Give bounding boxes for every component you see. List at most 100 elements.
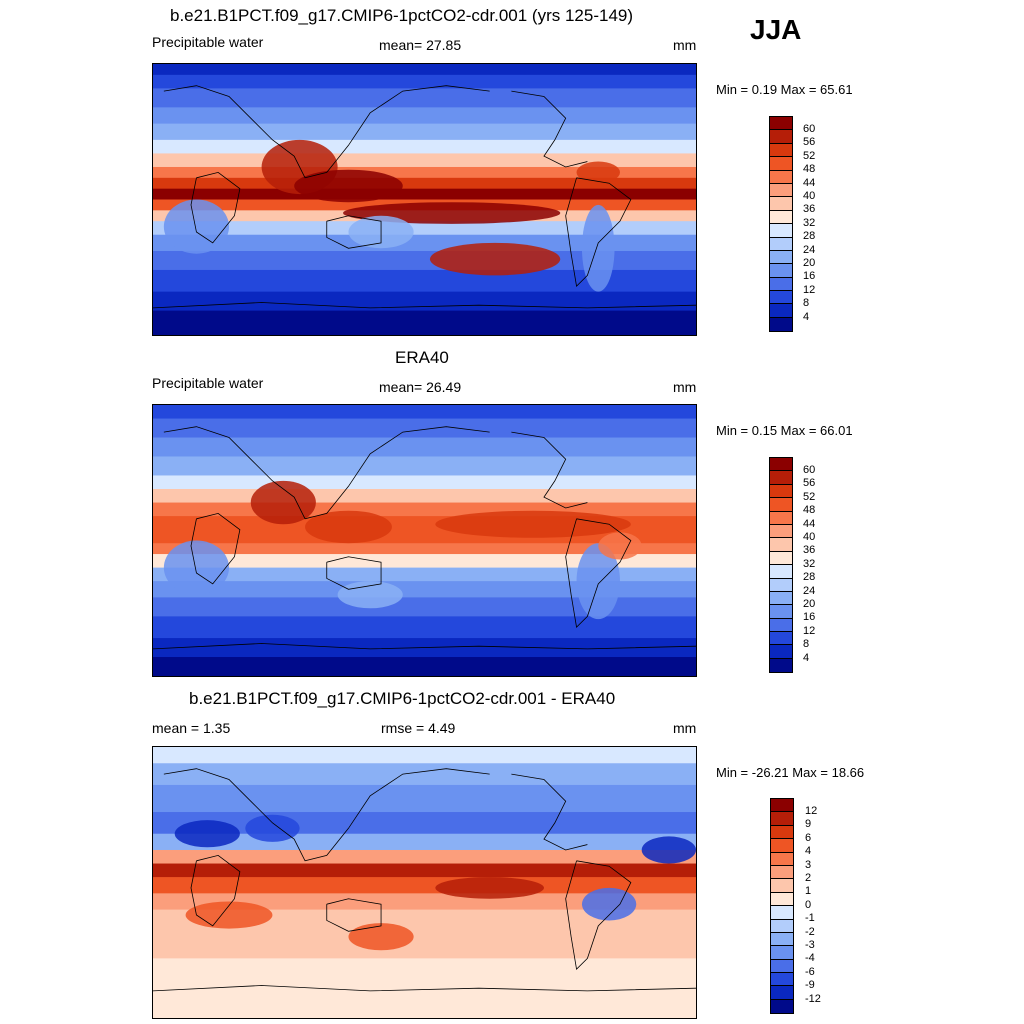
colorbar-swatch — [770, 291, 792, 305]
panel-2-units-label: mm — [673, 379, 697, 395]
contour-region — [245, 814, 300, 842]
contour-band — [153, 177, 696, 190]
coastline — [511, 90, 588, 168]
colorbar-swatch — [770, 143, 792, 158]
colorbar-tick-label: 24 — [803, 584, 816, 597]
panel-1-colorbar — [769, 116, 793, 333]
colorbar-tick-label: 44 — [803, 176, 816, 189]
colorbar-tick-label: 8 — [803, 297, 810, 310]
contour-region — [641, 836, 696, 864]
contour-band — [153, 657, 696, 676]
colorbar-swatch — [770, 197, 792, 211]
contour-band — [153, 893, 696, 911]
colorbar-tick-label: 48 — [803, 163, 816, 176]
colorbar-swatch — [770, 524, 792, 539]
colorbar-tick-label: 6 — [805, 831, 812, 844]
colorbar-tick-label: 36 — [803, 203, 816, 216]
contour-band — [153, 188, 696, 201]
panel-3-title: b.e21.B1PCT.f09_g17.CMIP6-1pctCO2-cdr.00… — [189, 689, 616, 708]
colorbar-tick-label: 12 — [803, 624, 816, 637]
colorbar-tick-label: 16 — [803, 611, 816, 624]
panel-2-minmax: Min = 0.15 Max = 66.01 — [716, 423, 853, 438]
contour-band — [153, 123, 696, 141]
contour-region — [163, 540, 230, 595]
colorbar-swatch — [770, 551, 792, 566]
colorbar-swatch — [770, 157, 792, 171]
coastline — [326, 556, 382, 590]
colorbar-swatch — [770, 645, 792, 659]
contour-region — [435, 877, 544, 899]
colorbar-tick-label: 40 — [803, 530, 816, 543]
colorbar-swatch — [770, 618, 792, 633]
panel-1-map-field — [153, 64, 696, 335]
panel-3-mean-label: mean = 1.35 — [152, 720, 231, 736]
contour-band — [153, 638, 696, 659]
panel-2-map — [152, 404, 697, 677]
contour-band — [153, 849, 696, 865]
panel-3-colorbar — [770, 798, 794, 1015]
colorbar-swatch — [770, 538, 792, 552]
colorbar-tick-label: 4 — [803, 310, 810, 323]
colorbar-swatch — [770, 317, 792, 332]
colorbar-swatch — [771, 986, 793, 1000]
contour-band — [153, 958, 696, 987]
panel-1-minmax: Min = 0.19 Max = 65.61 — [716, 82, 853, 97]
contour-region — [576, 161, 620, 184]
coastline — [153, 985, 696, 992]
colorbar-swatch — [771, 812, 793, 826]
colorbar-swatch — [771, 799, 793, 813]
colorbar-swatch — [771, 973, 793, 987]
contour-region — [581, 204, 615, 292]
coastline — [565, 518, 632, 629]
colorbar-tick-label: 48 — [803, 504, 816, 517]
contour-band — [153, 456, 696, 477]
colorbar-tick-label: 60 — [803, 463, 816, 476]
contour-band — [153, 74, 696, 90]
coastline — [163, 768, 490, 862]
colorbar-swatch — [771, 892, 793, 907]
colorbar-tick-label: 20 — [803, 597, 816, 610]
colorbar-tick-label: 36 — [803, 544, 816, 557]
colorbar-swatch — [771, 852, 793, 866]
colorbar-swatch — [771, 865, 793, 880]
colorbar-swatch — [771, 825, 793, 840]
colorbar-swatch — [771, 839, 793, 853]
colorbar-swatch — [771, 932, 793, 947]
coastline — [163, 426, 490, 520]
contour-band — [153, 931, 696, 960]
coastline — [511, 773, 588, 851]
colorbar-swatch — [771, 879, 793, 893]
colorbar-swatch — [770, 210, 792, 225]
contour-band — [153, 310, 696, 335]
colorbar-swatch — [770, 277, 792, 292]
contour-band — [153, 863, 696, 879]
panel-3-rmse-label: rmse = 4.49 — [381, 720, 456, 736]
contour-band — [153, 747, 696, 765]
colorbar-tick-label: 28 — [803, 571, 816, 584]
coastline — [190, 171, 241, 244]
coastline — [565, 860, 632, 971]
colorbar-tick-label: 0 — [805, 898, 812, 911]
contour-band — [153, 405, 696, 420]
contour-band — [153, 489, 696, 504]
contour-band — [153, 597, 696, 618]
colorbar-swatch — [770, 250, 792, 265]
colorbar-tick-label: -3 — [805, 938, 815, 951]
contour-band — [153, 234, 696, 252]
colorbar-swatch — [771, 919, 793, 933]
contour-band — [153, 166, 696, 179]
colorbar-swatch — [770, 471, 792, 485]
panel-1-title: b.e21.B1PCT.f09_g17.CMIP6-1pctCO2-cdr.00… — [170, 6, 634, 25]
colorbar-swatch — [770, 170, 792, 184]
panel-3-units-label: mm — [673, 720, 697, 736]
colorbar-tick-label: 24 — [803, 243, 816, 256]
colorbar-tick-label: 52 — [803, 149, 816, 162]
contour-band — [153, 554, 696, 569]
colorbar-tick-label: 2 — [805, 871, 812, 884]
contour-region — [250, 480, 316, 525]
contour-region — [581, 887, 637, 921]
contour-band — [153, 221, 696, 236]
colorbar-tick-label: 32 — [803, 557, 816, 570]
colorbar-tick-label: 8 — [803, 638, 810, 651]
contour-band — [153, 763, 696, 786]
